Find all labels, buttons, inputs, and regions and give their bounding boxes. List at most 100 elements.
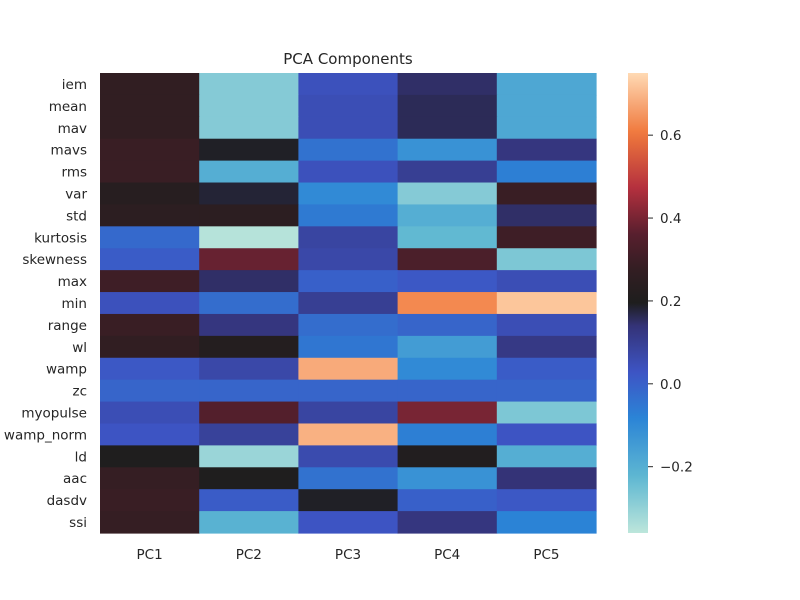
column-label-PC3: PC3 <box>335 547 361 563</box>
heatmap-cell-myopulse-PC4 <box>397 401 498 425</box>
heatmap-cell-wl-PC3 <box>298 335 399 359</box>
heatmap-cell-ld-PC4 <box>397 445 498 468</box>
heatmap-cell-mean-PC4 <box>397 94 498 118</box>
heatmap-cell-min-PC1 <box>100 292 200 315</box>
heatmap-cell-skewness-PC2 <box>199 248 299 271</box>
row-label-wl: wl <box>72 340 87 356</box>
heatmap-cell-aac-PC3 <box>298 467 399 490</box>
heatmap-cell-min-PC2 <box>199 292 299 315</box>
row-label-min: min <box>62 296 87 312</box>
heatmap-cell-rms-PC2 <box>199 160 299 184</box>
heatmap-cell-aac-PC1 <box>100 467 200 490</box>
colorbar-tick-label: 0.0 <box>660 377 681 393</box>
heatmap-cell-iem-PC2 <box>199 73 299 96</box>
heatmap-cell-myopulse-PC3 <box>298 401 399 425</box>
row-label-wamp: wamp <box>46 362 87 378</box>
heatmap-cell-var-PC5 <box>496 182 597 206</box>
heatmap-cell-wamp_norm-PC4 <box>397 423 498 446</box>
heatmap-cell-skewness-PC4 <box>397 248 498 271</box>
column-label-PC5: PC5 <box>533 547 559 563</box>
heatmap-cell-skewness-PC5 <box>496 248 597 271</box>
heatmap-cell-myopulse-PC2 <box>199 401 299 425</box>
heatmap-cell-wamp_norm-PC3 <box>298 423 399 446</box>
row-label-range: range <box>48 318 87 334</box>
heatmap-cell-min-PC5 <box>496 292 597 315</box>
heatmap-cell-mean-PC1 <box>100 94 200 118</box>
heatmap-cell-wamp_norm-PC2 <box>199 423 299 446</box>
heatmap-cell-mavs-PC2 <box>199 138 299 162</box>
row-label-ssi: ssi <box>69 515 87 531</box>
heatmap-cell-var-PC3 <box>298 182 399 206</box>
column-label-PC2: PC2 <box>236 547 262 563</box>
heatmap-cell-max-PC5 <box>496 270 597 293</box>
heatmap-cell-max-PC3 <box>298 270 399 293</box>
heatmap-cell-zc-PC3 <box>298 379 399 403</box>
row-label-wamp_norm: wamp_norm <box>4 427 87 443</box>
heatmap-cell-myopulse-PC1 <box>100 401 200 425</box>
heatmap-cell-rms-PC5 <box>496 160 597 184</box>
row-label-iem: iem <box>62 77 87 93</box>
row-label-mav: mav <box>58 121 87 137</box>
heatmap-cell-std-PC1 <box>100 204 200 227</box>
heatmap-cell-zc-PC2 <box>199 379 299 403</box>
heatmap-cell-wamp-PC1 <box>100 357 200 381</box>
heatmap-cell-max-PC4 <box>397 270 498 293</box>
heatmap-cell-ld-PC2 <box>199 445 299 468</box>
row-label-std: std <box>66 208 87 224</box>
row-label-skewness: skewness <box>22 252 87 268</box>
heatmap-cell-std-PC4 <box>397 204 498 227</box>
row-label-ld: ld <box>75 449 87 465</box>
heatmap-cell-aac-PC2 <box>199 467 299 490</box>
heatmap-cell-kurtosis-PC2 <box>199 226 299 249</box>
heatmap-cell-range-PC4 <box>397 313 498 337</box>
heatmap-cell-wamp-PC4 <box>397 357 498 381</box>
heatmap-cell-min-PC3 <box>298 292 399 315</box>
heatmap-cell-aac-PC4 <box>397 467 498 490</box>
heatmap-cell-dasdv-PC4 <box>397 489 498 512</box>
heatmap-cell-min-PC4 <box>397 292 498 315</box>
heatmap-cell-mav-PC1 <box>100 116 200 140</box>
heatmap-cell-wamp_norm-PC1 <box>100 423 200 446</box>
heatmap-cell-max-PC1 <box>100 270 200 293</box>
heatmap-cell-rms-PC1 <box>100 160 200 184</box>
heatmap-cell-mavs-PC4 <box>397 138 498 162</box>
colorbar-tick-label: −0.2 <box>660 460 693 476</box>
row-label-mavs: mavs <box>51 143 87 159</box>
heatmap-cell-mav-PC2 <box>199 116 299 140</box>
row-label-zc: zc <box>72 384 87 400</box>
colorbar-tick-label: 0.2 <box>660 294 681 310</box>
heatmap-cell-std-PC3 <box>298 204 399 227</box>
heatmap-cell-iem-PC5 <box>496 73 597 96</box>
heatmap-cell-var-PC4 <box>397 182 498 206</box>
heatmap-cell-var-PC1 <box>100 182 200 206</box>
heatmap-cell-mavs-PC3 <box>298 138 399 162</box>
heatmap-cell-zc-PC1 <box>100 379 200 403</box>
heatmap-cell-std-PC2 <box>199 204 299 227</box>
heatmap-cell-mean-PC5 <box>496 94 597 118</box>
heatmap-cell-wamp-PC5 <box>496 357 597 381</box>
heatmap-cell-wl-PC5 <box>496 335 597 359</box>
colorbar-tick-label: 0.6 <box>660 128 681 144</box>
heatmap-cell-skewness-PC3 <box>298 248 399 271</box>
row-label-rms: rms <box>62 165 88 181</box>
heatmap-cell-mavs-PC5 <box>496 138 597 162</box>
column-label-PC1: PC1 <box>137 547 163 563</box>
heatmap-cell-range-PC5 <box>496 313 597 337</box>
heatmap-cell-wamp_norm-PC5 <box>496 423 597 446</box>
heatmap-cell-dasdv-PC2 <box>199 489 299 512</box>
heatmap-cell-wl-PC1 <box>100 335 200 359</box>
heatmap-cell-iem-PC4 <box>397 73 498 96</box>
row-label-max: max <box>58 274 87 290</box>
heatmap-cell-aac-PC5 <box>496 467 597 490</box>
heatmap-cell-dasdv-PC1 <box>100 489 200 512</box>
heatmap-cell-ssi-PC1 <box>100 511 200 534</box>
heatmap-cell-ssi-PC5 <box>496 511 597 534</box>
heatmap-cell-range-PC1 <box>100 313 200 337</box>
row-label-aac: aac <box>63 471 87 487</box>
heatmap-cell-wl-PC2 <box>199 335 299 359</box>
colorbar-ticks: 0.6 0.4 0.2 0.0 −0.2 <box>648 128 693 476</box>
row-label-dasdv: dasdv <box>47 493 87 509</box>
heatmap-cell-ssi-PC4 <box>397 511 498 534</box>
row-label-var: var <box>65 186 87 202</box>
row-label-mean: mean <box>49 99 87 115</box>
